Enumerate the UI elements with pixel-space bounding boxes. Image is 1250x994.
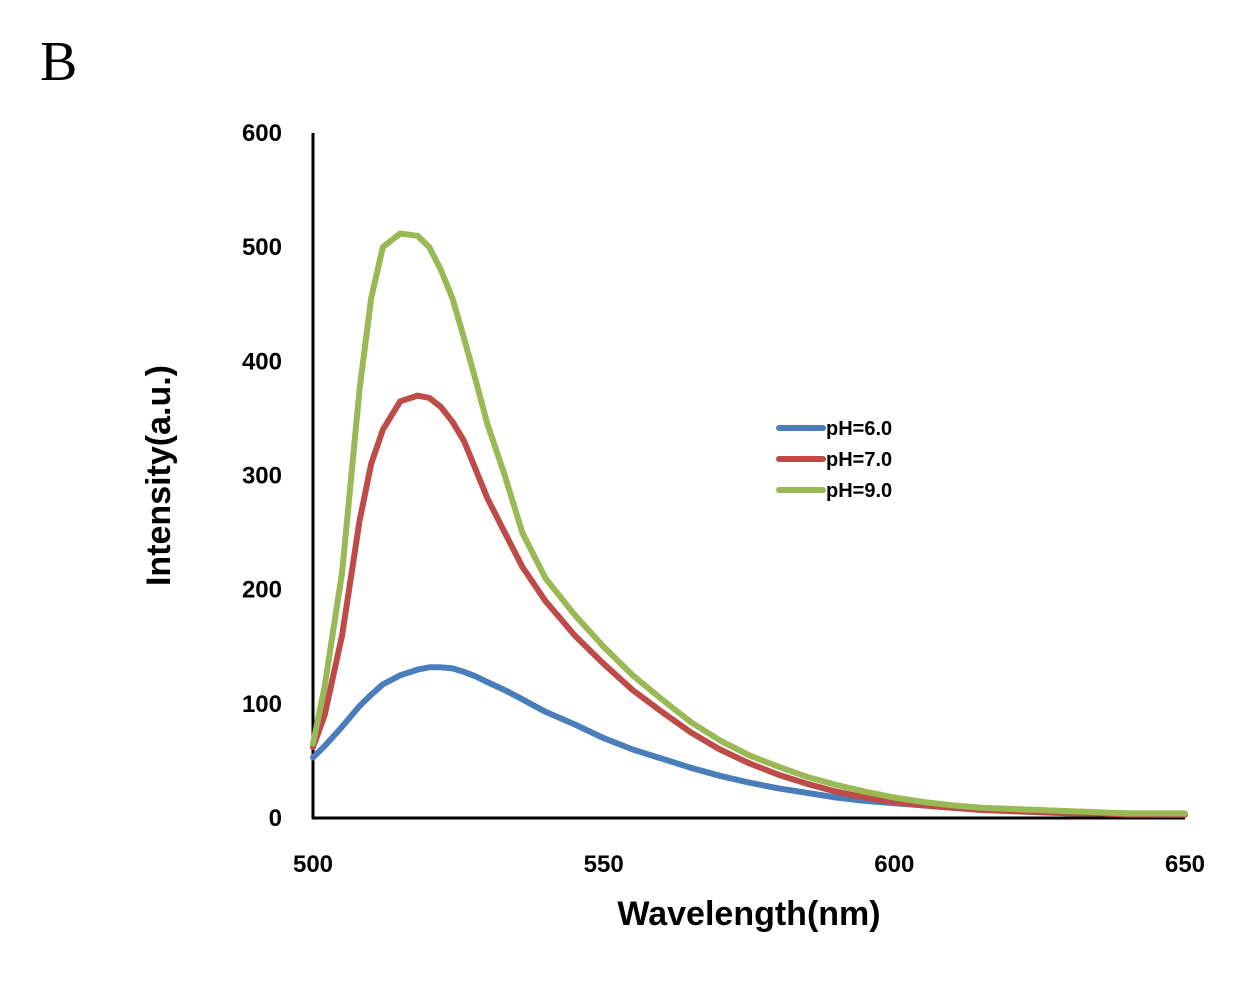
y-tick-label: 400 <box>242 348 282 375</box>
panel-label: B <box>40 31 78 93</box>
legend-label: pH=7.0 <box>826 449 892 471</box>
y-tick-label: 300 <box>242 463 282 490</box>
y-tick-label: 600 <box>242 120 282 147</box>
x-tick-label: 500 <box>293 851 333 878</box>
series-line-pH=6.0 <box>310 664 1188 818</box>
series-line-pH=7.0 <box>310 392 1188 818</box>
y-axis-ticks: 0 100 200 300 400 500 600 <box>242 120 282 832</box>
y-tick-label: 200 <box>242 577 282 604</box>
x-axis-ticks: 500 550 600 650 <box>293 851 1205 878</box>
series-lines <box>310 230 1188 818</box>
x-tick-label: 600 <box>874 851 914 878</box>
y-axis-title: Intensity(a.u.) <box>140 365 178 586</box>
legend: pH=6.0 pH=7.0 pH=9.0 <box>776 418 892 502</box>
x-tick-label: 550 <box>584 851 624 878</box>
y-tick-label: 500 <box>242 234 282 261</box>
axes <box>311 133 1185 820</box>
legend-label: pH=9.0 <box>826 480 892 502</box>
x-tick-label: 650 <box>1165 851 1205 878</box>
y-tick-label: 0 <box>269 805 282 832</box>
x-axis-title: Wavelength(nm) <box>617 895 880 933</box>
legend-label: pH=6.0 <box>826 418 892 440</box>
y-tick-label: 100 <box>242 691 282 718</box>
series-line-pH=9.0 <box>310 230 1188 817</box>
